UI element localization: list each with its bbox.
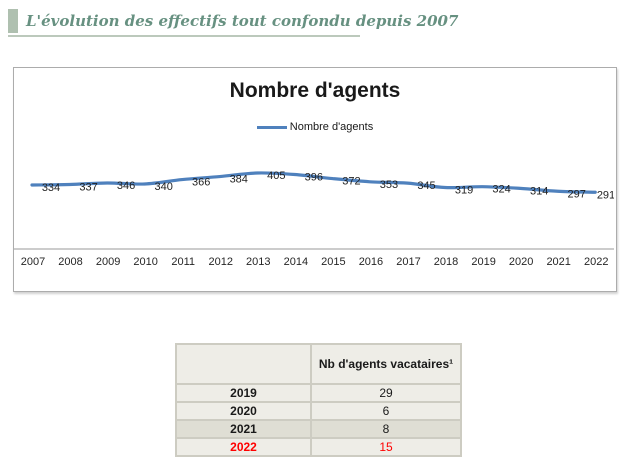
data-label: 337 xyxy=(79,181,97,193)
x-axis-label: 2019 xyxy=(471,256,496,268)
x-axis-label: 2007 xyxy=(20,256,46,268)
x-axis-labels: 2007 2008 2009 2010 2011 2012 2013 2014 2015 2016… xyxy=(14,256,616,270)
year-cell: 2021 xyxy=(175,419,312,439)
table-header-row: Nb d'agents vacataires¹ xyxy=(175,343,462,385)
header-value-cell: Nb d'agents vacataires¹ xyxy=(310,343,462,385)
x-axis-label: 2014 xyxy=(283,256,309,268)
data-label: 372 xyxy=(342,176,360,188)
data-label: 405 xyxy=(267,170,285,182)
year-cell: 2019 xyxy=(175,383,312,403)
x-axis-label: 2016 xyxy=(358,256,384,268)
line-chart: 334 337 346 340 366 384 405 396 372 353 345 319 324 3… xyxy=(14,170,614,250)
heading-underline xyxy=(8,35,360,37)
data-label: 319 xyxy=(455,185,473,197)
heading-accent-bar xyxy=(8,9,18,33)
x-axis-label: 2010 xyxy=(133,256,158,268)
data-label: 324 xyxy=(492,184,510,196)
x-axis-label: 2008 xyxy=(58,256,83,268)
data-label: 345 xyxy=(417,180,435,192)
x-axis-label: 2009 xyxy=(95,256,121,268)
table-row: 2020 6 xyxy=(175,401,462,421)
x-axis-label: 2021 xyxy=(546,256,571,268)
x-axis-label: 2017 xyxy=(396,256,421,268)
legend-line-swatch xyxy=(256,125,287,129)
x-axis-label: 2020 xyxy=(508,256,534,268)
data-label: 346 xyxy=(117,180,135,192)
x-axis-label: 2013 xyxy=(246,256,271,268)
data-label: 314 xyxy=(530,185,548,197)
section-title: L'évolution des effectifs tout confondu … xyxy=(26,12,459,30)
x-axis-label: 2022 xyxy=(584,256,609,268)
x-axis-label: 2018 xyxy=(433,256,459,268)
chart-title: Nombre d'agents xyxy=(229,79,401,102)
value-cell: 6 xyxy=(310,401,462,421)
table-row-highlighted: 2022 15 xyxy=(175,437,462,457)
data-label: 366 xyxy=(192,177,210,189)
legend-label: Nombre d'agents xyxy=(289,121,374,133)
chart-panel: Nombre d'agents Nombre d'agents 334 337 34… xyxy=(13,67,617,292)
chart-line xyxy=(30,171,597,194)
data-label: 396 xyxy=(305,172,323,184)
data-label: 384 xyxy=(230,174,248,186)
data-label: 353 xyxy=(380,179,398,191)
year-cell: 2022 xyxy=(175,437,312,457)
year-cell: 2020 xyxy=(175,401,312,421)
table-row: 2021 8 xyxy=(175,419,462,439)
chart-legend: Nombre d'agents xyxy=(14,121,616,133)
header-empty-cell xyxy=(175,343,312,385)
section-heading: L'évolution des effectifs tout confondu … xyxy=(8,9,458,37)
x-axis-label: 2011 xyxy=(171,256,196,268)
table-row: 2019 29 xyxy=(175,383,462,403)
value-cell: 29 xyxy=(310,383,462,403)
data-label: 340 xyxy=(154,181,172,193)
data-label: 291 xyxy=(597,189,614,201)
value-cell: 8 xyxy=(310,419,462,439)
data-label: 297 xyxy=(568,188,586,200)
value-cell: 15 xyxy=(310,437,462,457)
x-axis-label: 2015 xyxy=(321,256,346,268)
data-label: 334 xyxy=(42,182,60,194)
vacataires-table: Nb d'agents vacataires¹ 2019 29 2020 6 2… xyxy=(175,343,462,457)
x-axis-label: 2012 xyxy=(208,256,233,268)
